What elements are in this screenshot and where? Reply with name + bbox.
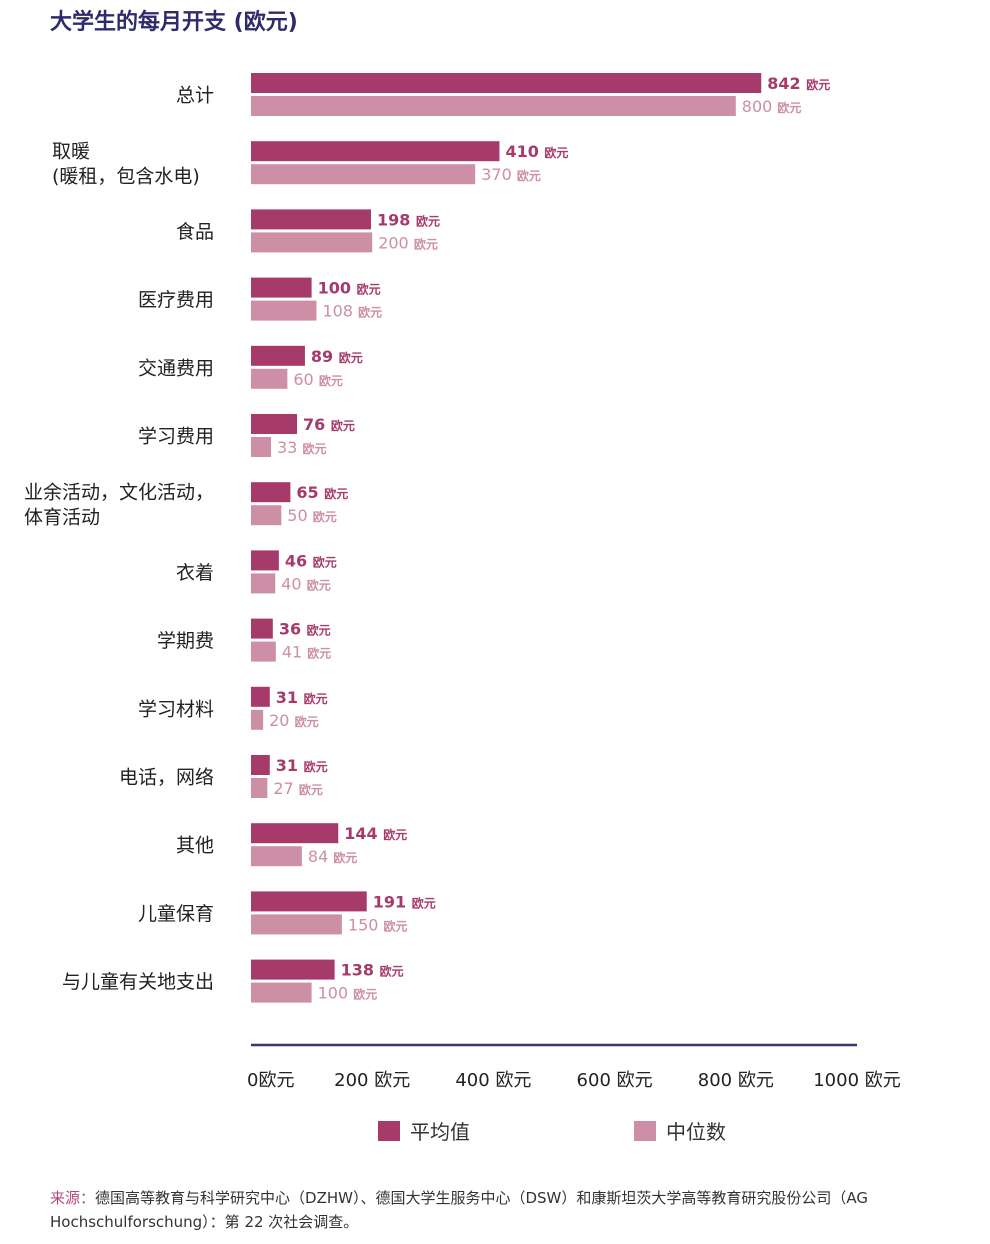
bar-mean (251, 618, 273, 639)
data-label-mean: 144 欧元 (344, 824, 407, 843)
bar-median (251, 914, 342, 935)
legend-label-median: 中位数 (666, 1120, 726, 1144)
data-label-mean: 410 欧元 (505, 142, 568, 161)
data-label-median: 50 欧元 (287, 506, 336, 525)
bar-median (251, 96, 736, 116)
x-tick-label: 800 欧元 (698, 1070, 774, 1091)
bar-mean (251, 891, 367, 912)
category-label: 衣着 (176, 562, 214, 584)
bar-mean (251, 550, 279, 571)
bar-median (251, 437, 271, 457)
bar-mean (251, 414, 298, 434)
category-label: 交通费用 (138, 357, 214, 379)
data-label-median: 33 欧元 (277, 438, 326, 457)
data-label-median: 150 欧元 (348, 915, 408, 934)
bar-mean (251, 209, 371, 230)
data-label-median: 40 欧元 (281, 574, 330, 593)
bar-median (251, 368, 288, 389)
category-label: 儿童保育 (138, 903, 214, 925)
bar-median (251, 573, 276, 594)
chart-title: 大学生的每月开支 (欧元) (50, 10, 298, 35)
category-label: 其他 (176, 835, 214, 857)
x-tick-label: 200 欧元 (334, 1070, 410, 1091)
data-label-median: 200 欧元 (378, 233, 438, 252)
data-label-median: 20 欧元 (269, 711, 318, 730)
data-label-mean: 31 欧元 (276, 688, 328, 707)
data-label-mean: 191 欧元 (373, 892, 436, 911)
bar-mean (251, 482, 291, 503)
category-label: 电话，网络 (119, 767, 214, 789)
bar-median (251, 300, 317, 321)
legend-swatch-mean (378, 1120, 400, 1141)
x-tick-label: 1000 欧元 (813, 1070, 901, 1091)
data-label-mean: 100 欧元 (318, 279, 381, 298)
bar-mean (251, 755, 270, 775)
category-label: 学习费用 (138, 426, 214, 448)
data-label-mean: 46 欧元 (285, 551, 337, 570)
category-label: 总计 (176, 85, 214, 107)
bar-median (251, 641, 276, 662)
bar-mean (251, 345, 305, 366)
x-tick-label: 400 欧元 (455, 1070, 531, 1091)
bar-mean (251, 73, 762, 93)
source-label: 来源： (50, 1189, 96, 1207)
bar-mean (251, 686, 270, 707)
bar-mean (251, 141, 500, 162)
source-note: 来源：德国高等教育与科学研究中心（DZHW）、德国大学生服务中心（DSW）和康斯… (50, 1186, 930, 1234)
data-label-mean: 65 欧元 (296, 483, 348, 502)
data-label-median: 27 欧元 (273, 779, 322, 798)
legend-item-median: 中位数 (634, 1116, 726, 1145)
category-label: 取暖(暖租，包含水电) (52, 141, 200, 188)
data-label-mean: 842 欧元 (767, 74, 830, 93)
data-label-mean: 36 欧元 (279, 620, 331, 639)
bar-mean (251, 959, 335, 980)
data-label-median: 108 欧元 (322, 302, 382, 321)
x-tick-label: 600 欧元 (577, 1070, 653, 1091)
data-label-median: 800 欧元 (742, 97, 802, 116)
legend-swatch-median (634, 1120, 656, 1141)
data-label-median: 100 欧元 (318, 984, 378, 1003)
data-label-mean: 138 欧元 (341, 961, 404, 980)
legend-label-mean: 平均值 (410, 1120, 470, 1144)
data-label-mean: 198 欧元 (377, 210, 440, 229)
data-label-median: 84 欧元 (308, 847, 357, 866)
category-label: 学习材料 (138, 698, 214, 720)
legend: 平均值 中位数 (0, 1116, 990, 1144)
data-label-mean: 89 欧元 (311, 347, 363, 366)
category-label: 学期费 (157, 630, 214, 652)
bar-median (251, 505, 282, 526)
bar-median (251, 778, 268, 798)
legend-item-mean: 平均值 (378, 1116, 470, 1145)
data-label-median: 370 欧元 (481, 165, 541, 184)
category-label: 食品 (176, 221, 214, 243)
x-tick-label: 0欧元 (247, 1070, 294, 1091)
bar-median (251, 164, 476, 185)
bar-mean (251, 823, 339, 844)
source-text: 德国高等教育与科学研究中心（DZHW）、德国大学生服务中心（DSW）和康斯坦茨大… (50, 1189, 868, 1231)
data-label-median: 60 欧元 (293, 370, 342, 389)
data-label-mean: 31 欧元 (276, 756, 328, 775)
bar-median (251, 982, 312, 1003)
data-label-mean: 76 欧元 (303, 415, 355, 434)
bar-median (251, 232, 373, 253)
category-label: 与儿童有关地支出 (62, 971, 214, 993)
bar-median (251, 709, 264, 730)
bar-median (251, 846, 302, 867)
data-label-median: 41 欧元 (282, 643, 331, 662)
category-label: 业余活动，文化活动，体育活动 (24, 482, 214, 529)
category-label: 医疗费用 (138, 289, 214, 311)
bar-mean (251, 277, 312, 298)
